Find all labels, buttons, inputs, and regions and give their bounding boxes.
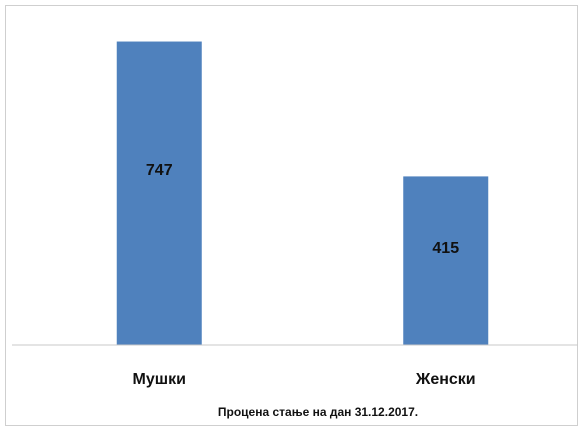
bar-0 (116, 41, 202, 345)
labels-group: 747 Мушки 415 Женски (133, 162, 476, 388)
category-label-0: Мушки (133, 371, 186, 388)
bars-group (116, 41, 489, 345)
category-label-1: Женски (415, 371, 476, 388)
data-label-1: 415 (432, 240, 459, 257)
bar-1 (403, 176, 489, 345)
chart-footnote: Процена стање на дан 31.12.2017. (218, 405, 418, 419)
data-label-0: 747 (146, 162, 173, 179)
